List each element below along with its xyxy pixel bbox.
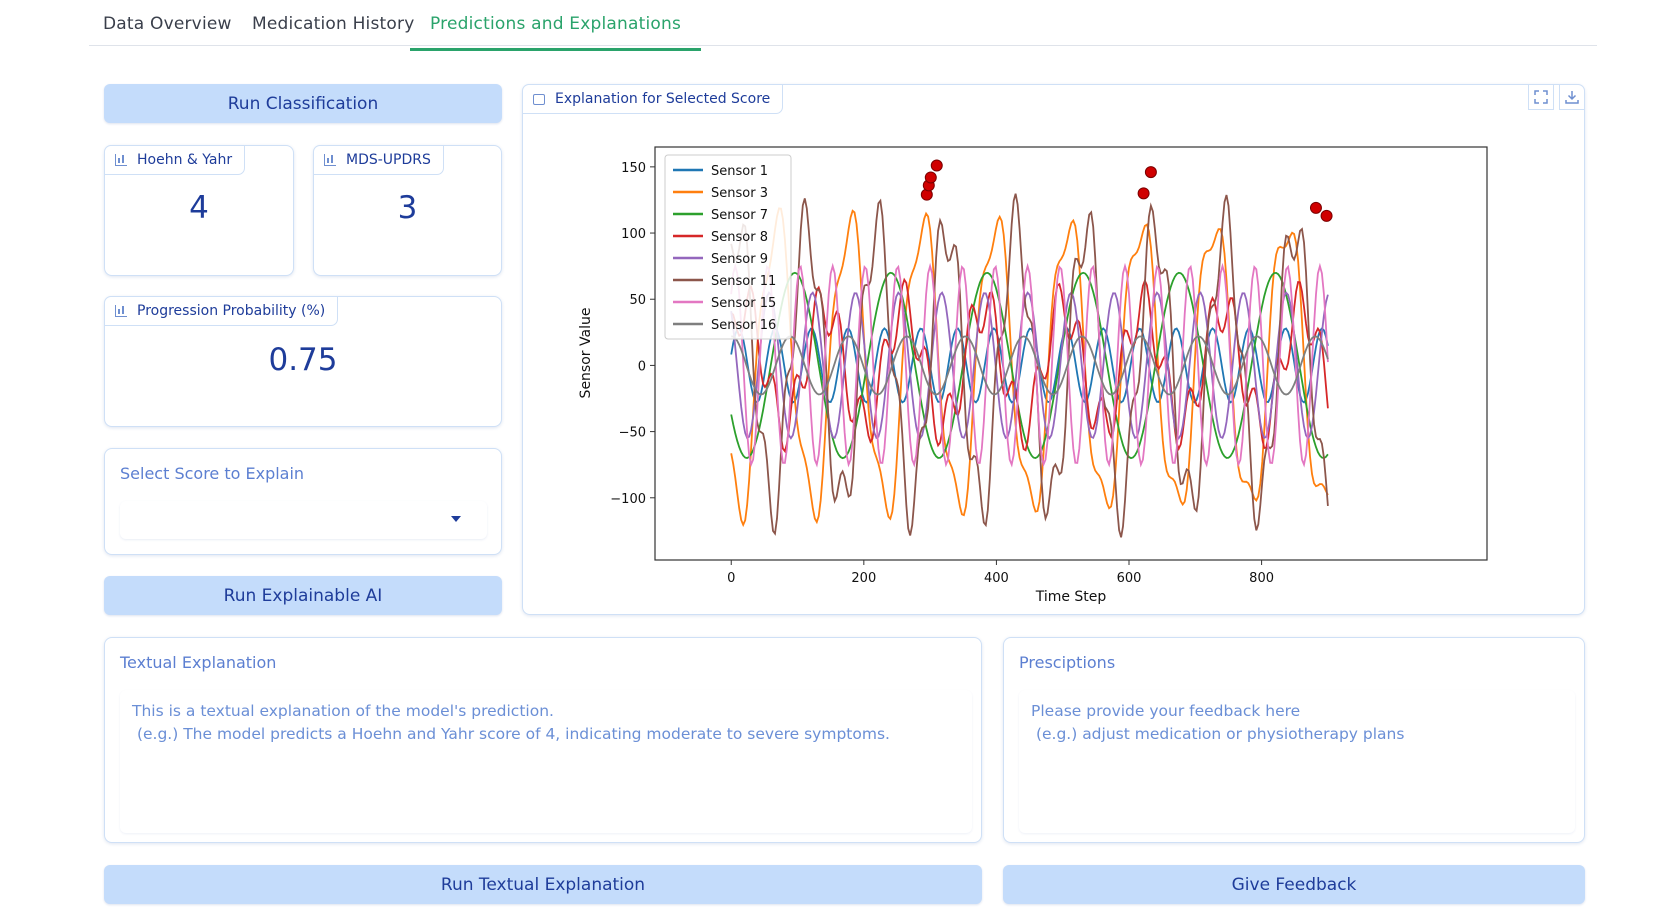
bar-chart-icon <box>115 305 127 317</box>
hoehn-yahr-value: 4 <box>189 190 209 226</box>
highlight-point-6 <box>1144 166 1157 179</box>
fullscreen-icon[interactable] <box>1528 84 1554 110</box>
mds-updrs-label-text: MDS-UPDRS <box>346 152 431 168</box>
series-line-5 <box>730 291 1329 440</box>
bar-chart-icon <box>324 154 336 166</box>
y-tick-label: 50 <box>629 293 646 308</box>
legend: Sensor 1 Sensor 3 Sensor 7 Sensor 8 Sensor 9… <box>664 154 792 340</box>
y-axis-label: Sensor Value <box>578 308 594 399</box>
legend-label: Sensor 8 <box>711 230 768 245</box>
run-explainable-ai-button[interactable]: Run Explainable AI <box>104 576 502 615</box>
legend-label: Sensor 1 <box>711 164 768 179</box>
y-tick-label: 0 <box>638 359 646 374</box>
textual-explanation-panel: Textual Explanation This is a textual ex… <box>104 637 982 843</box>
prescriptions-label: Presciptions <box>1019 653 1116 672</box>
give-feedback-button[interactable]: Give Feedback <box>1003 865 1585 904</box>
legend-label: Sensor 11 <box>711 274 776 289</box>
explanation-plot-panel: Explanation for Selected Score 0 200 400 60… <box>522 84 1585 615</box>
prescriptions-panel: Presciptions Please provide your feedbac… <box>1003 637 1585 843</box>
y-tick-label: 150 <box>621 161 646 176</box>
x-tick-label: 200 <box>851 571 876 586</box>
series-line-8 <box>731 335 1329 396</box>
textual-explanation-label: Textual Explanation <box>120 653 277 672</box>
progression-probability-label: Progression Probability (%) <box>104 296 339 326</box>
series-line-4 <box>730 277 1329 454</box>
x-tick-label: 600 <box>1117 571 1142 586</box>
legend-label: Sensor 3 <box>711 186 768 201</box>
mds-updrs-label: MDS-UPDRS <box>313 145 444 175</box>
tab-data-overview[interactable]: Data Overview <box>103 14 232 34</box>
highlight-point-3 <box>924 171 937 184</box>
legend-box <box>664 154 792 340</box>
prescriptions-textarea[interactable]: Please provide your feedback here (e.g.)… <box>1019 690 1575 833</box>
progression-probability-card: Progression Probability (%) 0.75 <box>104 296 502 427</box>
hoehn-yahr-label-text: Hoehn & Yahr <box>137 152 233 168</box>
hoehn-yahr-card: Hoehn & Yahr 4 <box>104 145 294 276</box>
legend-label: Sensor 16 <box>711 318 776 333</box>
y-tick-label: −50 <box>619 426 646 441</box>
series-group <box>730 193 1329 538</box>
select-score-dropdown[interactable] <box>120 501 487 539</box>
legend-label: Sensor 9 <box>711 252 768 267</box>
y-ticks: 150 100 50 0 −50 −100 <box>610 161 655 507</box>
legend-label: Sensor 15 <box>711 296 776 311</box>
tab-bar: Data Overview Medication History Predict… <box>89 0 1597 51</box>
select-score-panel: Select Score to Explain <box>104 448 502 555</box>
download-icon[interactable] <box>1559 84 1585 110</box>
series-line-6 <box>730 193 1329 538</box>
bar-chart-icon <box>115 154 127 166</box>
image-icon <box>533 93 545 105</box>
x-ticks: 0 200 400 600 800 <box>727 560 1274 586</box>
x-tick-label: 400 <box>984 571 1009 586</box>
progression-probability-label-text: Progression Probability (%) <box>137 303 326 319</box>
run-classification-button[interactable]: Run Classification <box>104 84 502 123</box>
textual-explanation-textarea[interactable]: This is a textual explanation of the mod… <box>120 690 972 833</box>
sensor-chart: 0 200 400 600 800 150 100 50 0 −50 −100 Time Step… <box>578 146 1488 605</box>
progression-probability-value: 0.75 <box>268 342 338 378</box>
x-axis-label: Time Step <box>1035 589 1107 605</box>
tab-medication-history[interactable]: Medication History <box>252 14 415 34</box>
highlight-point-5 <box>1137 187 1150 200</box>
series-line-7 <box>730 262 1329 468</box>
tab-predictions-and-explanations[interactable]: Predictions and Explanations <box>410 14 702 51</box>
explanation-plot-label-text: Explanation for Selected Score <box>555 91 771 107</box>
y-tick-label: 100 <box>621 227 646 242</box>
hoehn-yahr-label: Hoehn & Yahr <box>104 145 246 175</box>
select-score-label: Select Score to Explain <box>120 464 305 483</box>
explanation-plot-label: Explanation for Selected Score <box>522 84 784 114</box>
highlight-point-7 <box>1309 201 1322 214</box>
legend-label: Sensor 7 <box>711 208 768 223</box>
highlight-points <box>920 159 1333 222</box>
mds-updrs-card: MDS-UPDRS 3 <box>313 145 502 276</box>
highlight-point-4 <box>930 159 943 172</box>
highlight-point-8 <box>1320 209 1333 222</box>
chevron-down-icon[interactable] <box>451 516 461 522</box>
y-tick-label: −100 <box>610 492 646 507</box>
x-tick-label: 800 <box>1249 571 1274 586</box>
x-tick-label: 0 <box>727 571 735 586</box>
run-textual-explanation-button[interactable]: Run Textual Explanation <box>104 865 982 904</box>
mds-updrs-value: 3 <box>397 190 418 226</box>
